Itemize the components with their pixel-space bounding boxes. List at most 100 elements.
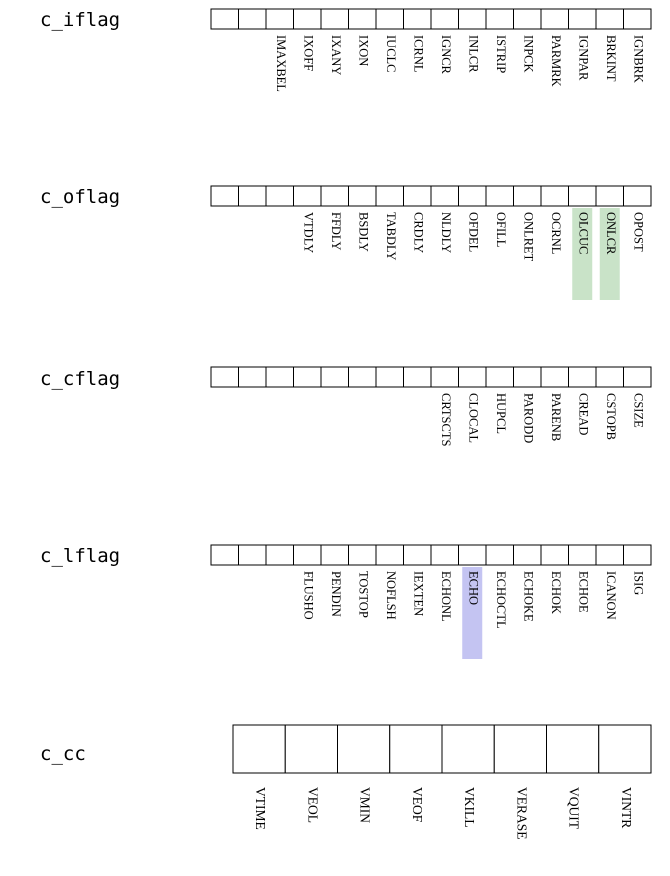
oflag-bit-cell (210, 185, 239, 207)
iflag-bit-cell (293, 8, 322, 30)
oflag-bit-cell (238, 185, 267, 207)
iflag-flag-ignpar: IGNPAR (576, 35, 590, 81)
lflag-bit-cell (403, 544, 432, 566)
iflag-bit-cell (540, 8, 569, 30)
oflag-bit-cell (485, 185, 514, 207)
oflag-bit-row: OPOST ONLCR OLCUC OCRNL ONLRET OFILL OFDEL NLDL… (210, 185, 652, 300)
lflag-bit-cell (513, 544, 542, 566)
oflag-flag-crdly: CRDLY (411, 212, 425, 253)
lflag-bit-cell (623, 544, 652, 566)
cflag-bit-cell (485, 366, 514, 388)
iflag-bit-cell (623, 8, 652, 30)
oflag-bit-cell (623, 185, 652, 207)
cflag-bit-cell (210, 366, 239, 388)
iflag-bit-cell (485, 8, 514, 30)
cflag-flag-parenb: PARENB (549, 393, 563, 441)
iflag-flag-icrnl: ICRNL (411, 35, 425, 73)
lflag-flag-icanon: ICANON (604, 571, 618, 620)
cflag-bit-cell (595, 366, 624, 388)
cc-entry-vintr: VINTR (619, 787, 634, 828)
oflag-bit-cell (293, 185, 322, 207)
oflag-register-label: c_oflag (40, 186, 120, 208)
cc-entry-vquit: VQUIT (567, 787, 582, 830)
lflag-flag-echoe: ECHOE (576, 571, 590, 613)
iflag-bit-cell (595, 8, 624, 30)
iflag-bit-cell (375, 8, 404, 30)
oflag-bit-cell (595, 185, 624, 207)
iflag-flag-parmrk: PARMRK (549, 35, 563, 87)
oflag-flag-ocrnl: OCRNL (549, 212, 563, 254)
cc-entry-veol: VEOL (305, 787, 320, 823)
lflag-bit-cell (265, 544, 294, 566)
cflag-bit-cell (375, 366, 404, 388)
cflag-bit-cell (430, 366, 459, 388)
cc-entry-vmin: VMIN (358, 787, 373, 823)
lflag-bit-cell (485, 544, 514, 566)
oflag-bit-cell (568, 185, 597, 207)
lflag-bit-cell (348, 544, 377, 566)
cflag-flag-cstopb: CSTOPB (604, 393, 618, 440)
cflag-bit-cell (513, 366, 542, 388)
lflag-bit-cell (540, 544, 569, 566)
iflag-bit-cell (403, 8, 432, 30)
cc-slot (493, 724, 547, 774)
iflag-flag-istrip: ISTRIP (494, 35, 508, 73)
cc-array-label: c_cc (40, 743, 86, 765)
cc-slot (389, 724, 443, 774)
lflag-bit-cell (293, 544, 322, 566)
iflag-section: c_iflag IGNBRK BRKINT IGNPAR PARMRK INPCK IST… (40, 8, 652, 92)
lflag-flag-flusho: FLUSHO (301, 571, 315, 620)
lflag-bit-cell (238, 544, 267, 566)
iflag-bit-cell (458, 8, 487, 30)
cflag-flag-parodd: PARODD (521, 393, 535, 443)
oflag-bit-cell (430, 185, 459, 207)
oflag-bit-cell (513, 185, 542, 207)
cflag-bit-cell (568, 366, 597, 388)
iflag-bit-cell (513, 8, 542, 30)
cc-entry-verase: VERASE (514, 787, 529, 840)
cflag-flag-clocal: CLOCAL (466, 393, 480, 443)
iflag-flag-inlcr: INLCR (466, 35, 480, 73)
oflag-bit-cell (458, 185, 487, 207)
iflag-bit-row: IGNBRK BRKINT IGNPAR PARMRK INPCK ISTRIP INLCR… (210, 8, 652, 92)
lflag-flag-pendin: PENDIN (329, 571, 343, 617)
cflag-bit-cell (623, 366, 652, 388)
lflag-bit-cell (595, 544, 624, 566)
lflag-flag-echo: ECHO (466, 571, 480, 605)
lflag-section: c_lflag ISIG ICANON ECHOE ECHOK ECHOKE ECHOCT… (40, 544, 652, 659)
cflag-register-label: c_cflag (40, 368, 120, 390)
cflag-flag-csize: CSIZE (631, 393, 645, 428)
lflag-bit-cell (568, 544, 597, 566)
iflag-flag-ignbrk: IGNBRK (631, 35, 645, 83)
cc-entry-vkill: VKILL (462, 787, 477, 828)
oflag-flag-opost: OPOST (631, 212, 645, 252)
cc-section: c_cc VINTR VQUIT VERASE VKILL VEOF VMIN VEOL VT… (40, 724, 652, 840)
oflag-flag-tabdly: TABDLY (384, 212, 398, 260)
cflag-flag-cread: CREAD (576, 393, 590, 435)
cflag-bit-cell (265, 366, 294, 388)
cflag-section: c_cflag CSIZE CSTOPB CREAD PARENB PARODD HUPC… (40, 366, 652, 446)
lflag-flag-isig: ISIG (631, 571, 645, 595)
oflag-highlight-olcuc (572, 208, 593, 300)
cflag-bit-cell (540, 366, 569, 388)
cflag-flag-hupcl: HUPCL (494, 393, 508, 434)
oflag-highlight-onlcr (599, 208, 620, 300)
iflag-flag-imaxbel: IMAXBEL (274, 35, 288, 92)
oflag-flag-olcuc: OLCUC (576, 212, 590, 254)
iflag-bit-cell (265, 8, 294, 30)
lflag-register-label: c_lflag (40, 545, 120, 567)
cflag-bit-cell (293, 366, 322, 388)
oflag-flag-ofdel: OFDEL (466, 212, 480, 252)
oflag-bit-cell (348, 185, 377, 207)
iflag-bit-cell (348, 8, 377, 30)
iflag-bit-cell (210, 8, 239, 30)
cc-slot (232, 724, 286, 774)
lflag-flag-iexten: IEXTEN (411, 571, 425, 616)
iflag-bit-cell (238, 8, 267, 30)
oflag-section: c_oflag OPOSTONLCROLCUCOCRNLONLRETOFILLO… (40, 185, 652, 300)
iflag-flag-ixon: IXON (356, 35, 370, 66)
lflag-flag-echoctl: ECHOCTL (494, 571, 508, 629)
cflag-bit-cell (320, 366, 349, 388)
lflag-flag-tostop: TOSTOP (356, 571, 370, 618)
iflag-bit-cell (430, 8, 459, 30)
